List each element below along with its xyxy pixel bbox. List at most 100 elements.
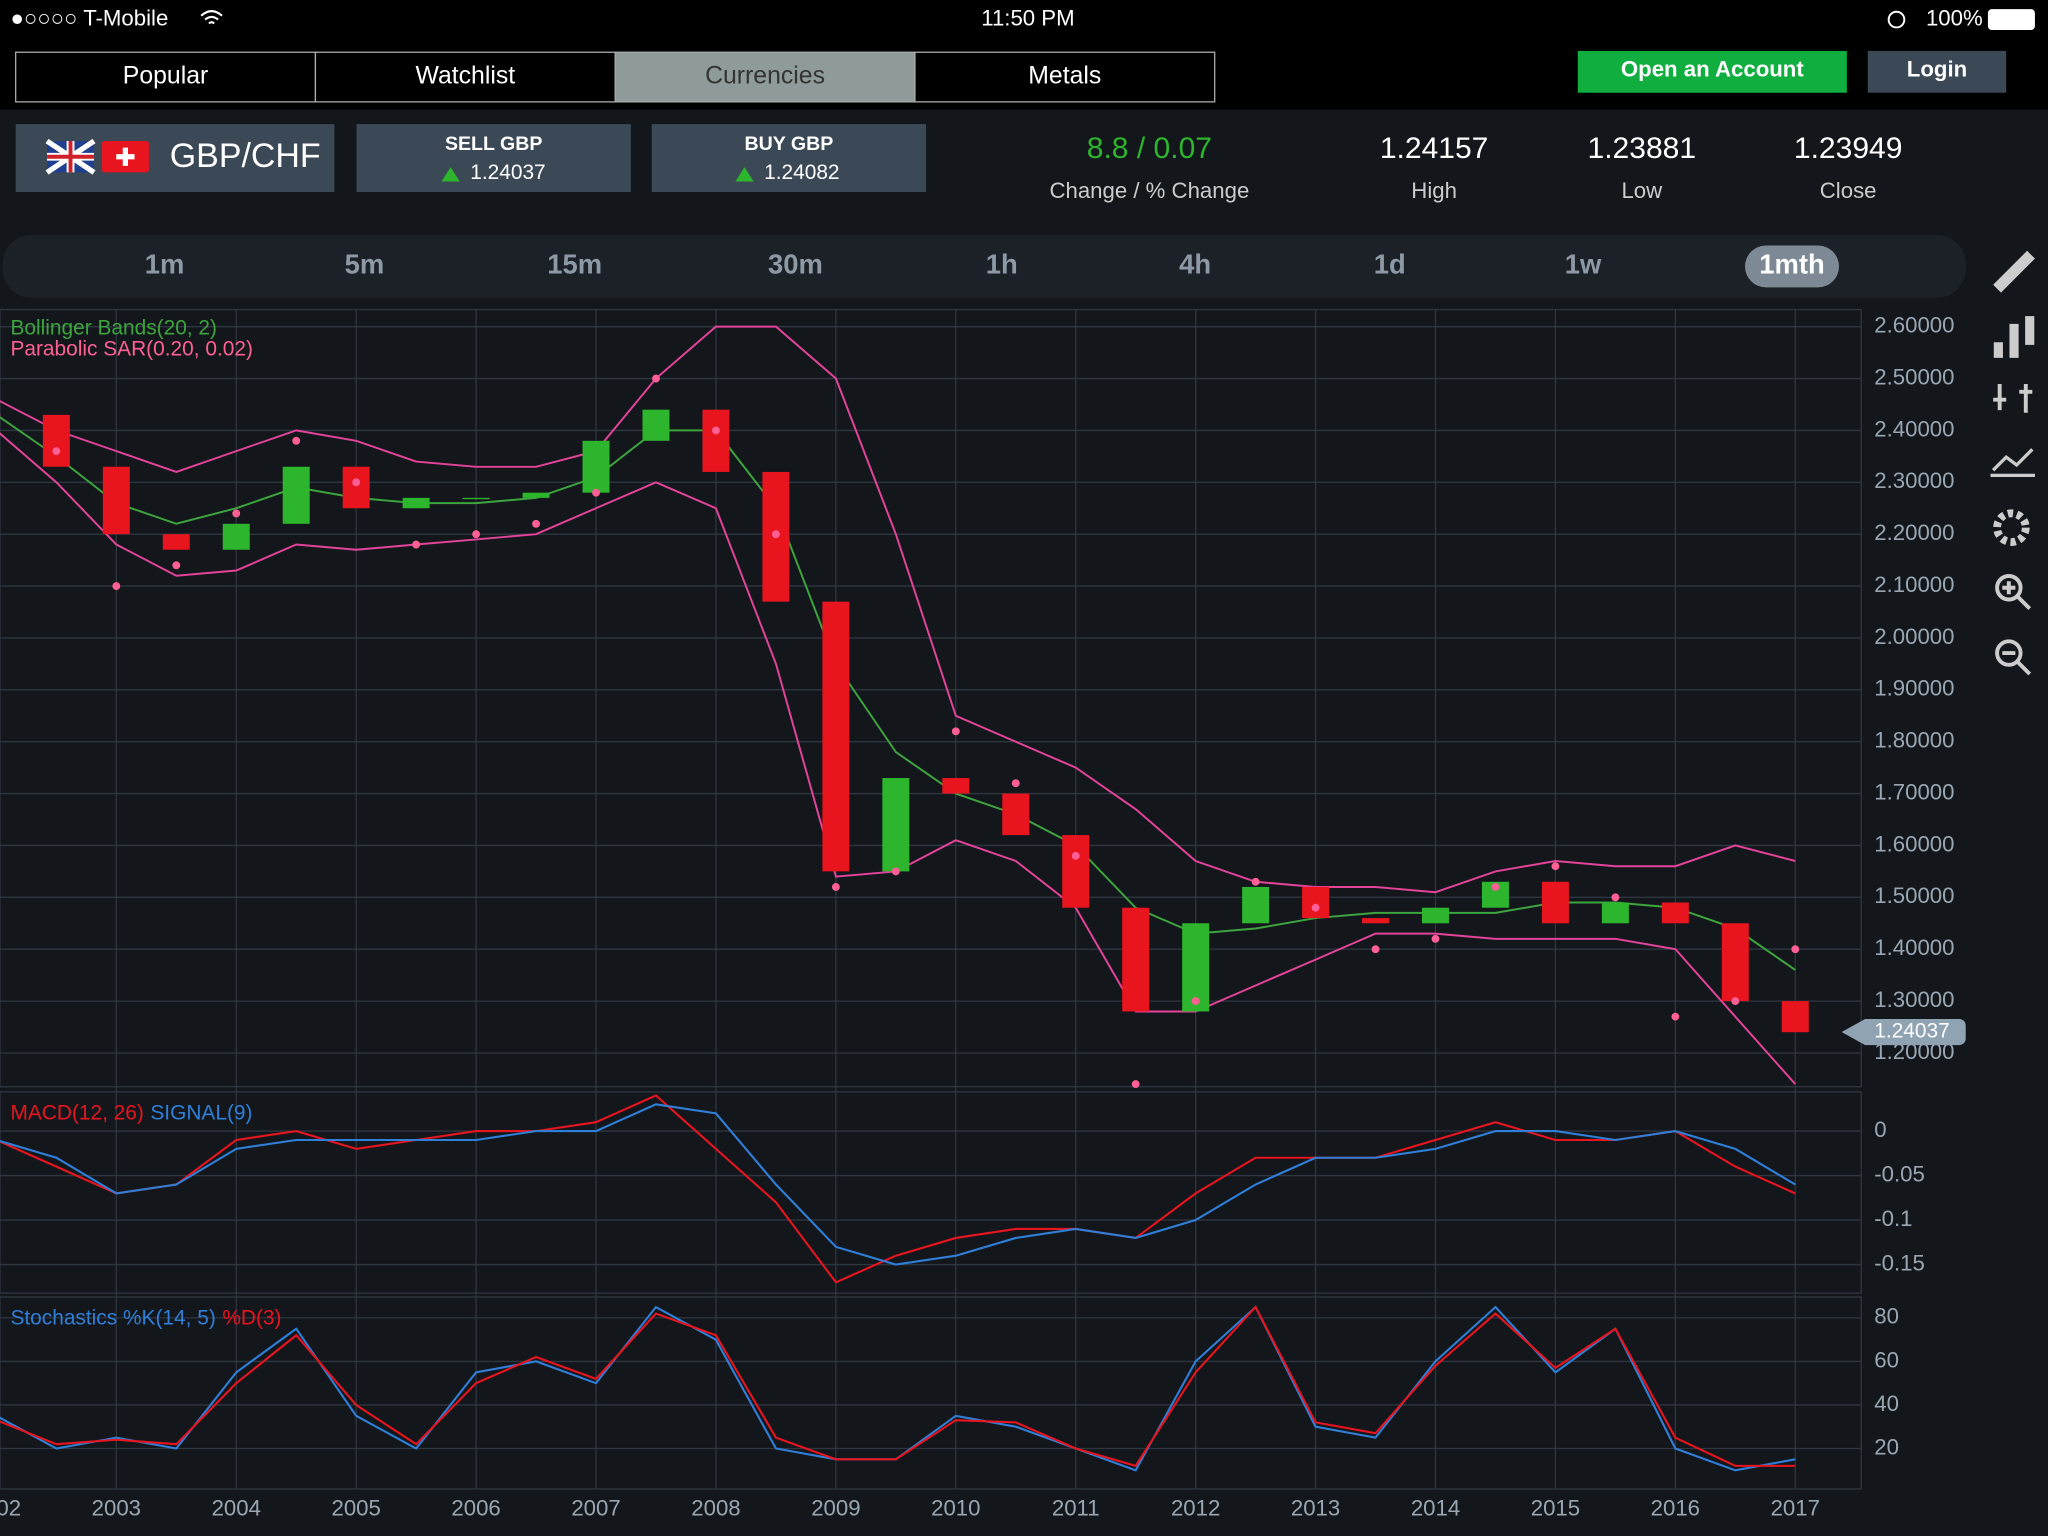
sar-dot (1551, 862, 1560, 871)
series-line (0, 1103, 1796, 1266)
sar-dot (412, 540, 421, 549)
candle (1362, 918, 1390, 924)
sar-dot (1731, 997, 1740, 1006)
draw-tool[interactable] (1993, 250, 2035, 293)
buy-box[interactable] (651, 124, 927, 192)
high-label: High (1411, 178, 1457, 203)
sar-dot (1011, 779, 1020, 788)
battery-icon (1987, 9, 2035, 31)
tab-label: Popular (123, 63, 208, 90)
settings-tool[interactable] (1993, 509, 2030, 546)
y-tick-label: -0.05 (1874, 1161, 1925, 1186)
x-tick-label: 2013 (1291, 1496, 1340, 1521)
tab[interactable] (914, 51, 1216, 103)
y-tick-label: 1.60000 (1874, 831, 1954, 856)
sar-dot (1791, 945, 1800, 954)
sar-dot (472, 530, 481, 539)
timeframe[interactable]: 1mth (1759, 249, 1824, 280)
uk-flag-cross (47, 141, 95, 173)
sar-dot (1371, 945, 1380, 954)
sar-dot (652, 374, 660, 383)
sar-dot (1671, 1012, 1680, 1021)
low-label: Low (1621, 178, 1663, 203)
swiss-flag-cross (116, 147, 135, 166)
sell-label: SELL GBP (445, 133, 543, 155)
sar-dot (712, 426, 720, 435)
candle (222, 523, 250, 550)
y-tick-label: 1.50000 (1874, 883, 1954, 908)
candle (1601, 902, 1629, 924)
candle (1182, 923, 1210, 1012)
x-tick-label: 2016 (1651, 1496, 1700, 1521)
line-tool[interactable] (1990, 448, 2035, 478)
timeframe[interactable]: 5m (345, 249, 385, 280)
candle-tool[interactable] (1993, 316, 2035, 358)
zoom-in-tool[interactable] (1995, 574, 2023, 602)
y-tick-label: -0.15 (1874, 1250, 1925, 1275)
candle (1541, 881, 1569, 924)
candle (642, 409, 670, 441)
sar-dot (532, 519, 540, 528)
timeframe[interactable]: 30m (768, 249, 823, 280)
x-tick-label: 2007 (571, 1496, 620, 1521)
candle (462, 497, 490, 500)
tab-label: Metals (1028, 63, 1101, 90)
candle (942, 778, 970, 794)
y-tick-label: 1.80000 (1874, 728, 1954, 753)
sar-dot (951, 727, 960, 736)
up-arrow (735, 167, 754, 182)
legend-entry: MACD(12, 26) (10, 1102, 143, 1125)
timeframe[interactable]: 15m (547, 249, 602, 280)
ohlc-tool[interactable] (1993, 383, 2033, 413)
sell-box[interactable] (356, 124, 631, 192)
x-tick-label: 2005 (331, 1496, 380, 1521)
x-tick-label: 2011 (1052, 1496, 1100, 1521)
y-tick-label: 0 (1874, 1117, 1886, 1142)
candle (402, 497, 430, 509)
x-tick-label: 2008 (691, 1496, 740, 1521)
timeframe-active[interactable] (1744, 245, 1840, 288)
plots: 2002 2003 2004 2005 2006 2007 2008 2009 2010 2011… (0, 308, 1966, 1521)
timeframe[interactable]: 1m (145, 249, 185, 280)
candle (1002, 793, 1030, 836)
close-label: Close (1820, 178, 1877, 203)
y-tick-label: 60 (1874, 1347, 1899, 1372)
change-value: 8.8 / 0.07 (1087, 132, 1212, 165)
sar-dot (831, 883, 840, 891)
y-tick-label: 2.00000 (1874, 624, 1954, 649)
y-tick-label: 1.40000 (1874, 935, 1954, 960)
y-tick-label: 2.50000 (1874, 364, 1954, 389)
sar-dot (232, 509, 241, 518)
toolbar (1974, 235, 2048, 706)
candle (882, 778, 910, 872)
open-account-button[interactable] (1577, 50, 1847, 93)
sar-dot (1491, 883, 1500, 891)
legend-sar: Parabolic SAR(0.20, 0.02) (10, 338, 253, 361)
login-button[interactable] (1867, 50, 2007, 93)
legend-bollinger: Bollinger Bands(20, 2) (10, 317, 217, 340)
tab[interactable] (614, 51, 916, 103)
tab-bar: Popular Watchlist Currencies Metals (15, 51, 1216, 103)
candle (582, 440, 610, 493)
timeframe[interactable]: 1h (986, 249, 1018, 280)
sar-dot (1431, 934, 1440, 943)
timeframes: 1m 5m 15m 30m 1h 4h 1d 1w 1mth (145, 245, 1840, 288)
candle (1122, 907, 1150, 1012)
zoom-out-tool[interactable] (1995, 639, 2023, 667)
timeframe[interactable]: 4h (1179, 249, 1211, 280)
series-line (0, 1094, 1796, 1284)
x-tick-label: 2014 (1411, 1496, 1460, 1521)
candle (1302, 886, 1330, 919)
x-tick-label: 2012 (1171, 1496, 1220, 1521)
timeframe-bar (2, 235, 1966, 298)
sar-dot (292, 436, 301, 445)
timeframe[interactable]: 1d (1374, 249, 1406, 280)
candle (42, 414, 70, 467)
sar-dot (891, 867, 900, 876)
sar-dot (52, 447, 61, 456)
buy-label: BUY GBP (744, 133, 833, 155)
tab-label: Currencies (705, 63, 825, 90)
timeframe[interactable]: 1w (1565, 249, 1602, 280)
wifi-icon (200, 10, 223, 25)
